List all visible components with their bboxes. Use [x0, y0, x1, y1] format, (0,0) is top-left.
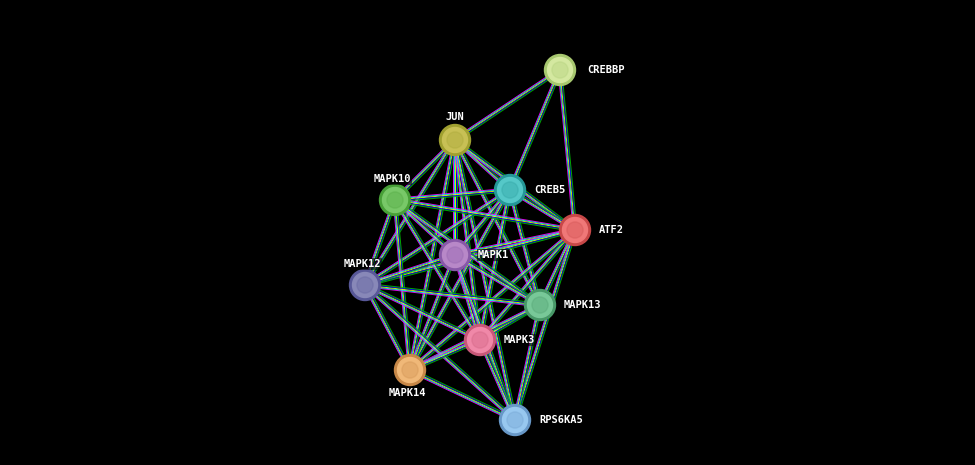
Text: MAPK12: MAPK12 — [344, 259, 381, 269]
Circle shape — [499, 405, 530, 436]
Circle shape — [467, 327, 492, 352]
Circle shape — [440, 125, 471, 155]
Circle shape — [502, 182, 518, 198]
Circle shape — [548, 58, 572, 82]
Circle shape — [379, 185, 410, 215]
Circle shape — [494, 174, 526, 206]
Text: MAPK13: MAPK13 — [564, 300, 602, 310]
Circle shape — [402, 362, 418, 378]
Circle shape — [443, 127, 467, 153]
Circle shape — [382, 187, 408, 213]
Circle shape — [387, 192, 403, 208]
Circle shape — [525, 290, 556, 320]
Text: ATF2: ATF2 — [599, 225, 624, 235]
Circle shape — [532, 297, 548, 313]
Circle shape — [502, 407, 527, 432]
Circle shape — [443, 243, 467, 267]
Text: CREBBP: CREBBP — [588, 65, 625, 75]
Circle shape — [353, 272, 377, 298]
Circle shape — [507, 412, 524, 428]
Circle shape — [349, 270, 380, 300]
Circle shape — [563, 218, 588, 243]
Circle shape — [440, 239, 471, 271]
Text: RPS6KA5: RPS6KA5 — [539, 415, 583, 425]
Circle shape — [560, 214, 591, 246]
Circle shape — [552, 62, 568, 78]
Circle shape — [527, 292, 553, 318]
Circle shape — [566, 222, 583, 238]
Circle shape — [357, 277, 373, 293]
Circle shape — [395, 354, 425, 385]
Text: JUN: JUN — [446, 113, 464, 122]
Circle shape — [497, 178, 523, 202]
Circle shape — [464, 325, 495, 356]
Circle shape — [398, 358, 422, 383]
Circle shape — [447, 132, 463, 148]
Circle shape — [472, 332, 488, 348]
Text: MAPK10: MAPK10 — [373, 174, 411, 184]
Text: MAPK1: MAPK1 — [478, 250, 509, 260]
Text: CREB5: CREB5 — [534, 185, 566, 195]
Text: MAPK14: MAPK14 — [389, 387, 426, 398]
Circle shape — [447, 247, 463, 263]
Text: MAPK3: MAPK3 — [504, 335, 535, 345]
Circle shape — [544, 54, 575, 86]
